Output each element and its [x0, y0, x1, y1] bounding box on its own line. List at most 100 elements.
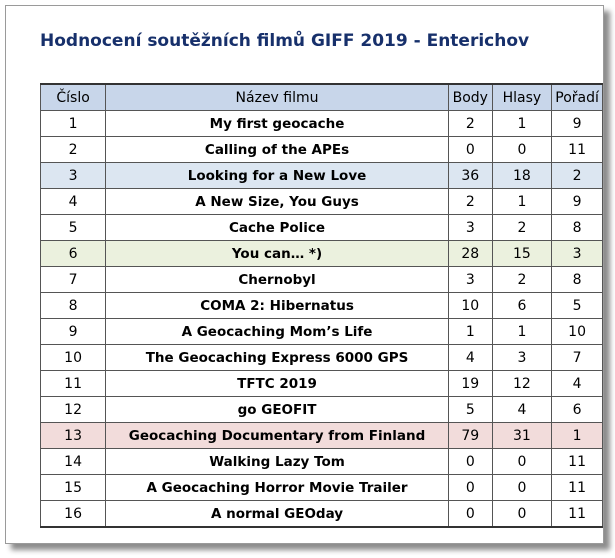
cell-cislo: 5 — [39, 214, 107, 241]
cell-body: 4 — [447, 344, 493, 371]
cell-nazev: TFTC 2019 — [105, 370, 449, 397]
cell-cislo: 9 — [39, 318, 107, 345]
cell-poradi: 11 — [551, 448, 603, 475]
cell-nazev: Geocaching Documentary from Finland — [105, 422, 449, 449]
cell-cislo: 16 — [39, 500, 107, 528]
cell-hlasy: 1 — [491, 188, 553, 215]
cell-nazev: Calling of the APEs — [105, 136, 449, 163]
cell-body: 5 — [447, 396, 493, 423]
cell-cislo: 14 — [39, 448, 107, 475]
cell-nazev: Chernobyl — [105, 266, 449, 293]
table-row: 7 Chernobyl 3 2 8 — [39, 266, 603, 293]
table-row: 5 Cache Police 3 2 8 — [39, 214, 603, 241]
cell-body: 28 — [447, 240, 493, 267]
header-cislo: Číslo — [39, 83, 107, 111]
cell-cislo: 6 — [39, 240, 107, 267]
cell-hlasy: 12 — [491, 370, 553, 397]
cell-body: 79 — [447, 422, 493, 449]
results-card: Hodnocení soutěžních filmů GIFF 2019 - E… — [5, 5, 604, 544]
cell-hlasy: 4 — [491, 396, 553, 423]
cell-nazev: You can… *) — [105, 240, 449, 267]
cell-poradi: 1 — [551, 422, 603, 449]
cell-body: 36 — [447, 162, 493, 189]
header-hlasy: Hlasy — [491, 83, 553, 111]
cell-cislo: 3 — [39, 162, 107, 189]
cell-hlasy: 2 — [491, 214, 553, 241]
table-row: 3 Looking for a New Love 36 18 2 — [39, 162, 603, 189]
cell-nazev: A Geocaching Mom’s Life — [105, 318, 449, 345]
page-title: Hodnocení soutěžních filmů GIFF 2019 - E… — [40, 31, 530, 51]
table-row: 15 A Geocaching Horror Movie Trailer 0 0 11 — [39, 474, 603, 501]
cell-nazev: A New Size, You Guys — [105, 188, 449, 215]
cell-hlasy: 31 — [491, 422, 553, 449]
header-poradi: Pořadí — [551, 83, 603, 111]
cell-cislo: 10 — [39, 344, 107, 371]
cell-poradi: 8 — [551, 214, 603, 241]
cell-poradi: 5 — [551, 292, 603, 319]
cell-nazev: Walking Lazy Tom — [105, 448, 449, 475]
cell-poradi: 8 — [551, 266, 603, 293]
cell-hlasy: 6 — [491, 292, 553, 319]
cell-cislo: 7 — [39, 266, 107, 293]
cell-nazev: COMA 2: Hibernatus — [105, 292, 449, 319]
cell-body: 0 — [447, 448, 493, 475]
cell-body: 1 — [447, 318, 493, 345]
cell-cislo: 4 — [39, 188, 107, 215]
table-row: 2 Calling of the APEs 0 0 11 — [39, 136, 603, 163]
cell-nazev: go GEOFIT — [105, 396, 449, 423]
cell-body: 3 — [447, 214, 493, 241]
cell-body: 19 — [447, 370, 493, 397]
table-row: 6 You can… *) 28 15 3 — [39, 240, 603, 267]
cell-hlasy: 1 — [491, 110, 553, 137]
results-table: Číslo Název filmu Body Hlasy Pořadí 1 My … — [39, 83, 603, 528]
cell-body: 0 — [447, 474, 493, 501]
cell-cislo: 15 — [39, 474, 107, 501]
cell-cislo: 13 — [39, 422, 107, 449]
cell-nazev: A normal GEOday — [105, 500, 449, 528]
cell-poradi: 11 — [551, 500, 603, 528]
cell-body: 0 — [447, 500, 493, 528]
cell-hlasy: 0 — [491, 474, 553, 501]
table-row: 13 Geocaching Documentary from Finland 79 3… — [39, 422, 603, 449]
table-row: 14 Walking Lazy Tom 0 0 11 — [39, 448, 603, 475]
cell-cislo: 8 — [39, 292, 107, 319]
cell-hlasy: 0 — [491, 136, 553, 163]
cell-poradi: 11 — [551, 136, 603, 163]
cell-nazev: A Geocaching Horror Movie Trailer — [105, 474, 449, 501]
cell-poradi: 7 — [551, 344, 603, 371]
header-nazev: Název filmu — [105, 83, 449, 111]
cell-hlasy: 3 — [491, 344, 553, 371]
header-row: Číslo Název filmu Body Hlasy Pořadí — [39, 83, 603, 111]
table-row: 11 TFTC 2019 19 12 4 — [39, 370, 603, 397]
cell-nazev: My first geocache — [105, 110, 449, 137]
cell-poradi: 6 — [551, 396, 603, 423]
cell-poradi: 9 — [551, 110, 603, 137]
cell-poradi: 4 — [551, 370, 603, 397]
cell-body: 3 — [447, 266, 493, 293]
cell-hlasy: 0 — [491, 448, 553, 475]
cell-poradi: 9 — [551, 188, 603, 215]
cell-body: 2 — [447, 110, 493, 137]
cell-hlasy: 18 — [491, 162, 553, 189]
table-row: 12 go GEOFIT 5 4 6 — [39, 396, 603, 423]
results-body: 1 My first geocache 2 1 9 2 Calling of the APE… — [39, 110, 603, 528]
cell-nazev: Cache Police — [105, 214, 449, 241]
cell-body: 10 — [447, 292, 493, 319]
table-row: 16 A normal GEOday 0 0 11 — [39, 500, 603, 528]
cell-poradi: 2 — [551, 162, 603, 189]
header-body: Body — [447, 83, 493, 111]
cell-hlasy: 1 — [491, 318, 553, 345]
table-row: 1 My first geocache 2 1 9 — [39, 110, 603, 137]
cell-cislo: 1 — [39, 110, 107, 137]
cell-poradi: 11 — [551, 474, 603, 501]
cell-cislo: 12 — [39, 396, 107, 423]
cell-cislo: 11 — [39, 370, 107, 397]
cell-hlasy: 15 — [491, 240, 553, 267]
cell-poradi: 3 — [551, 240, 603, 267]
cell-body: 2 — [447, 188, 493, 215]
cell-nazev: The Geocaching Express 6000 GPS — [105, 344, 449, 371]
cell-poradi: 10 — [551, 318, 603, 345]
table-row: 10 The Geocaching Express 6000 GPS 4 3 7 — [39, 344, 603, 371]
